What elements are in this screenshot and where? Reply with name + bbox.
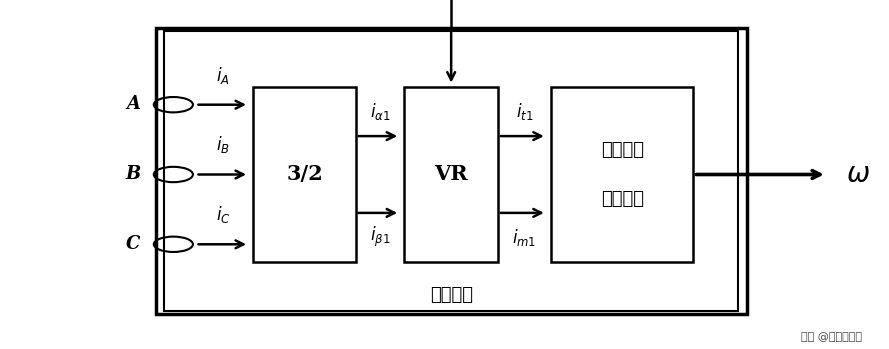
Text: $i_C$: $i_C$ [216,204,230,225]
Bar [404,87,498,262]
Text: $i_{\alpha 1}$: $i_{\alpha 1}$ [370,101,390,122]
Text: $\omega$: $\omega$ [846,161,869,188]
Text: $i_{m1}$: $i_{m1}$ [512,227,537,248]
Text: C: C [126,235,140,253]
Bar [156,28,747,314]
Text: B: B [125,165,141,183]
Text: 电机模型: 电机模型 [601,190,644,208]
Bar [551,87,693,262]
Text: 等效直流: 等效直流 [601,141,644,159]
Text: 头条 @机器人观察: 头条 @机器人观察 [801,332,862,342]
Bar [253,87,356,262]
Bar [164,31,738,311]
Text: $i_A$: $i_A$ [216,65,230,86]
Text: $i_{t1}$: $i_{t1}$ [516,101,533,122]
Text: 3/2: 3/2 [286,164,323,185]
Text: A: A [126,95,140,113]
Text: VR: VR [435,164,468,185]
Text: 异步电机: 异步电机 [429,286,473,304]
Text: $i_B$: $i_B$ [216,134,230,155]
Text: $i_{\beta 1}$: $i_{\beta 1}$ [370,225,390,250]
